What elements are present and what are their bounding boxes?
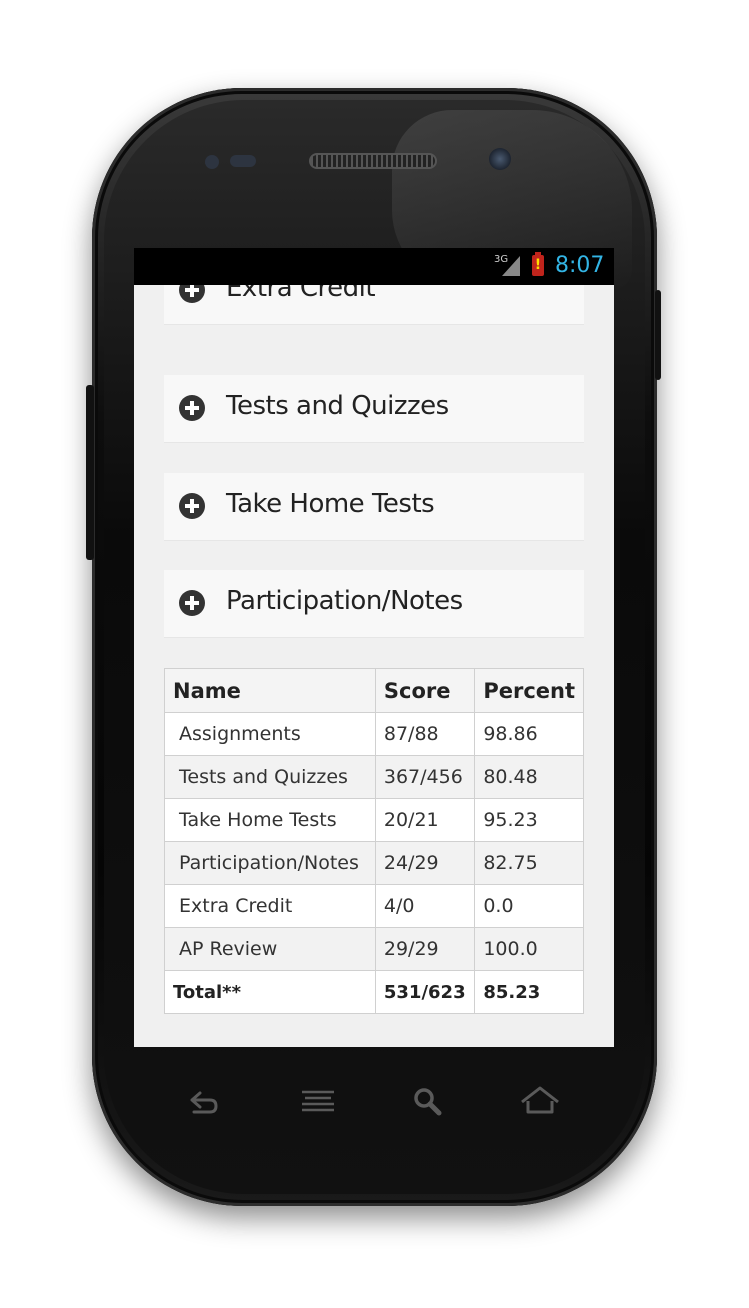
- menu-icon[interactable]: [296, 1080, 340, 1124]
- row-percent: 0.0: [474, 884, 584, 928]
- row-score: 87/88: [374, 712, 476, 756]
- table-row: Tests and Quizzes 367/456 80.48: [164, 755, 584, 799]
- grades-table: Name Score Percent Assignments 87/88 98.…: [164, 668, 584, 1014]
- header-percent: Percent: [474, 668, 584, 713]
- section-take-home-tests[interactable]: Take Home Tests: [164, 473, 584, 541]
- front-camera: [489, 148, 511, 170]
- grades-content: Extra Credit Tests and Quizzes Take Home…: [134, 285, 614, 1047]
- expand-plus-icon: [179, 395, 205, 421]
- table-total-row: Total** 531/623 85.23: [164, 970, 584, 1014]
- row-percent: 100.0: [474, 927, 584, 971]
- earpiece-speaker: [309, 153, 437, 169]
- table-header-row: Name Score Percent: [164, 668, 584, 713]
- row-score: 29/29: [374, 927, 476, 971]
- total-name: Total**: [164, 970, 376, 1014]
- status-bar: 3G ! 8:07: [134, 248, 614, 285]
- expand-plus-icon: [179, 285, 205, 303]
- row-percent: 82.75: [474, 841, 584, 885]
- header-name: Name: [164, 668, 376, 713]
- total-percent: 85.23: [474, 970, 584, 1014]
- row-score: 20/21: [374, 798, 476, 842]
- back-icon[interactable]: [180, 1080, 224, 1124]
- header-score: Score: [374, 668, 476, 713]
- section-tests-and-quizzes[interactable]: Tests and Quizzes: [164, 375, 584, 443]
- row-score: 367/456: [374, 755, 476, 799]
- row-name: Take Home Tests: [164, 798, 376, 842]
- row-percent: 95.23: [474, 798, 584, 842]
- table-row: Take Home Tests 20/21 95.23: [164, 798, 584, 842]
- signal-icon: [502, 256, 520, 276]
- row-percent: 80.48: [474, 755, 584, 799]
- row-name: AP Review: [164, 927, 376, 971]
- row-score: 4/0: [374, 884, 476, 928]
- row-name: Extra Credit: [164, 884, 376, 928]
- section-label: Take Home Tests: [226, 489, 435, 519]
- section-label: Tests and Quizzes: [226, 391, 449, 421]
- search-icon[interactable]: [406, 1080, 450, 1124]
- section-label: Participation/Notes: [226, 586, 463, 616]
- total-score: 531/623: [374, 970, 476, 1014]
- expand-plus-icon: [179, 590, 205, 616]
- power-button: [655, 290, 661, 380]
- section-extra-credit[interactable]: Extra Credit: [164, 285, 584, 325]
- proximity-sensor: [205, 155, 219, 169]
- clock: 8:07: [555, 253, 605, 278]
- light-sensor: [230, 155, 256, 167]
- row-name: Assignments: [164, 712, 376, 756]
- home-icon[interactable]: [518, 1080, 562, 1124]
- table-row: Participation/Notes 24/29 82.75: [164, 841, 584, 885]
- row-percent: 98.86: [474, 712, 584, 756]
- section-label: Extra Credit: [226, 285, 376, 303]
- table-row: Extra Credit 4/0 0.0: [164, 884, 584, 928]
- battery-icon: !: [532, 252, 544, 276]
- expand-plus-icon: [179, 493, 205, 519]
- battery-alert: !: [534, 257, 542, 273]
- table-row: AP Review 29/29 100.0: [164, 927, 584, 971]
- row-name: Participation/Notes: [164, 841, 376, 885]
- table-row: Assignments 87/88 98.86: [164, 712, 584, 756]
- row-score: 24/29: [374, 841, 476, 885]
- screen: 3G ! 8:07 Extra Credit Tests and Quizzes…: [134, 248, 614, 1047]
- volume-button: [86, 385, 94, 560]
- navigation-bar: [180, 1080, 580, 1130]
- row-name: Tests and Quizzes: [164, 755, 376, 799]
- network-type: 3G: [494, 254, 509, 265]
- section-participation-notes[interactable]: Participation/Notes: [164, 570, 584, 638]
